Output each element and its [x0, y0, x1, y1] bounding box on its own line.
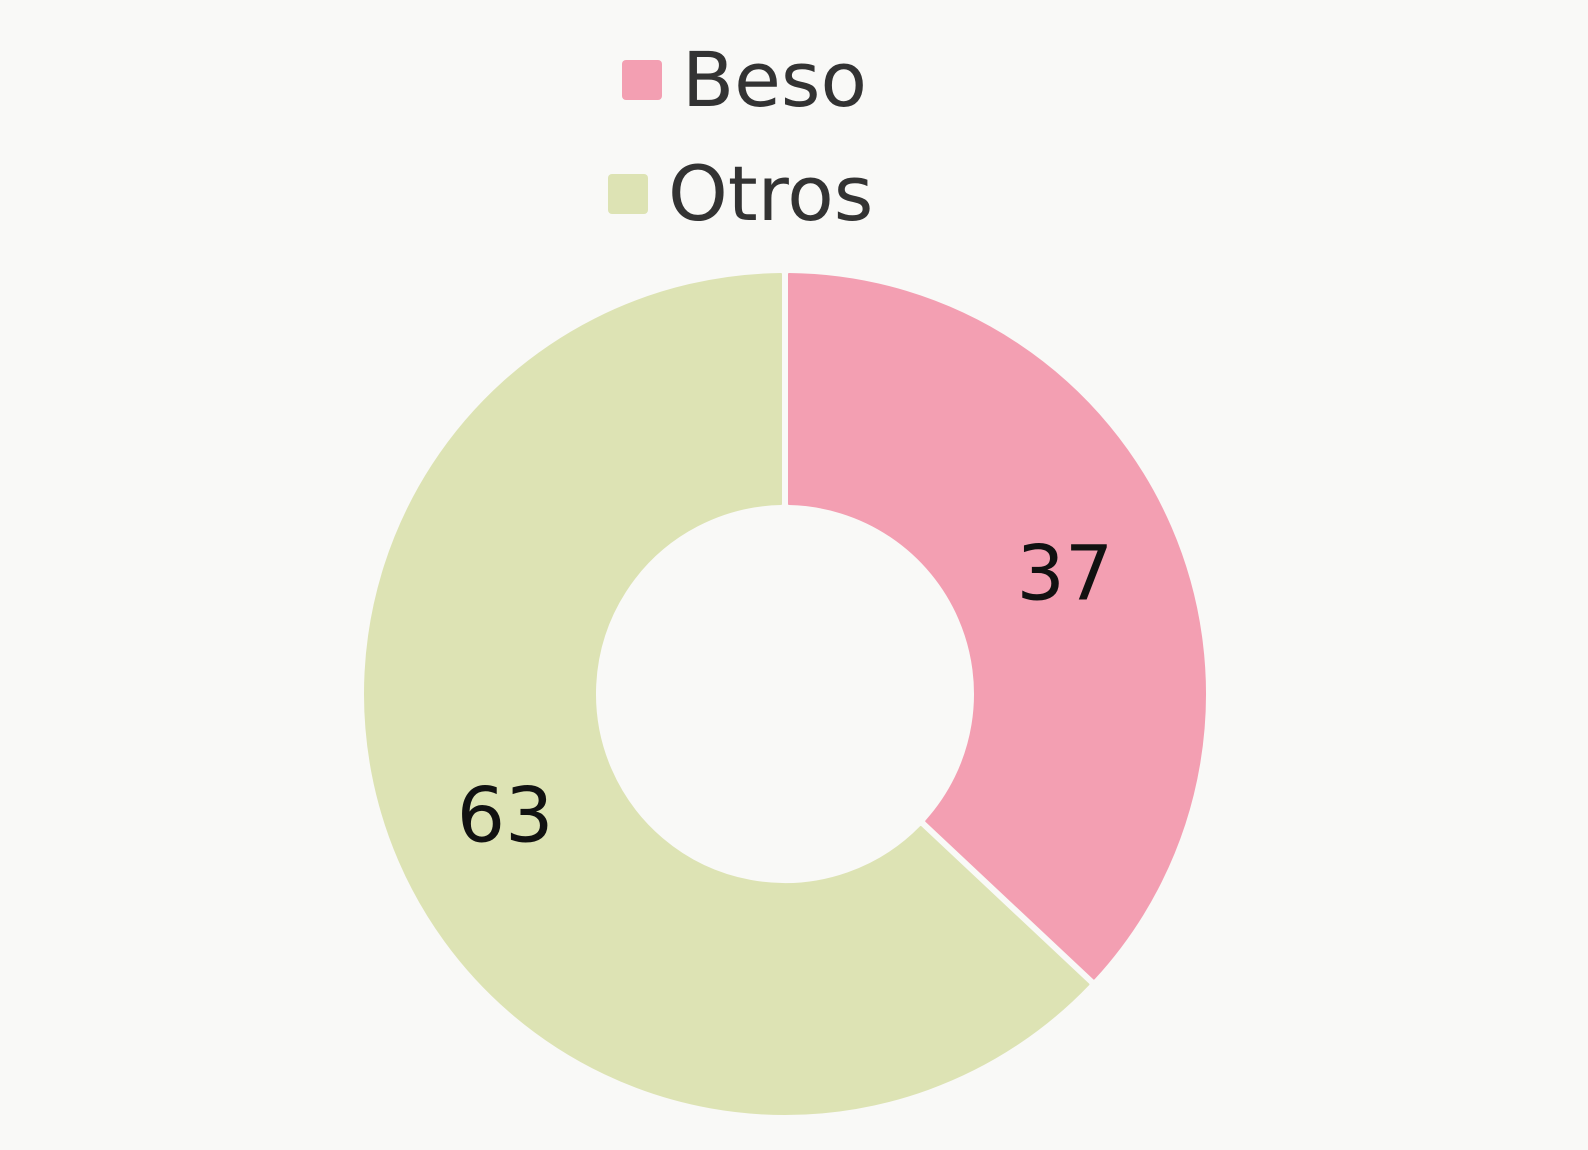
legend-label-otros: Otros: [668, 149, 874, 238]
legend-swatch-otros: [608, 174, 648, 214]
data-label-beso: 37: [1017, 528, 1114, 617]
legend-item-beso[interactable]: Beso: [622, 42, 867, 118]
legend-item-otros[interactable]: Otros: [608, 156, 873, 232]
legend-label-beso: Beso: [682, 35, 867, 124]
legend-swatch-beso: [622, 60, 662, 100]
data-label-otros: 63: [457, 771, 554, 860]
slice-beso[interactable]: [788, 273, 1206, 980]
slice-otros[interactable]: [364, 273, 1090, 1115]
